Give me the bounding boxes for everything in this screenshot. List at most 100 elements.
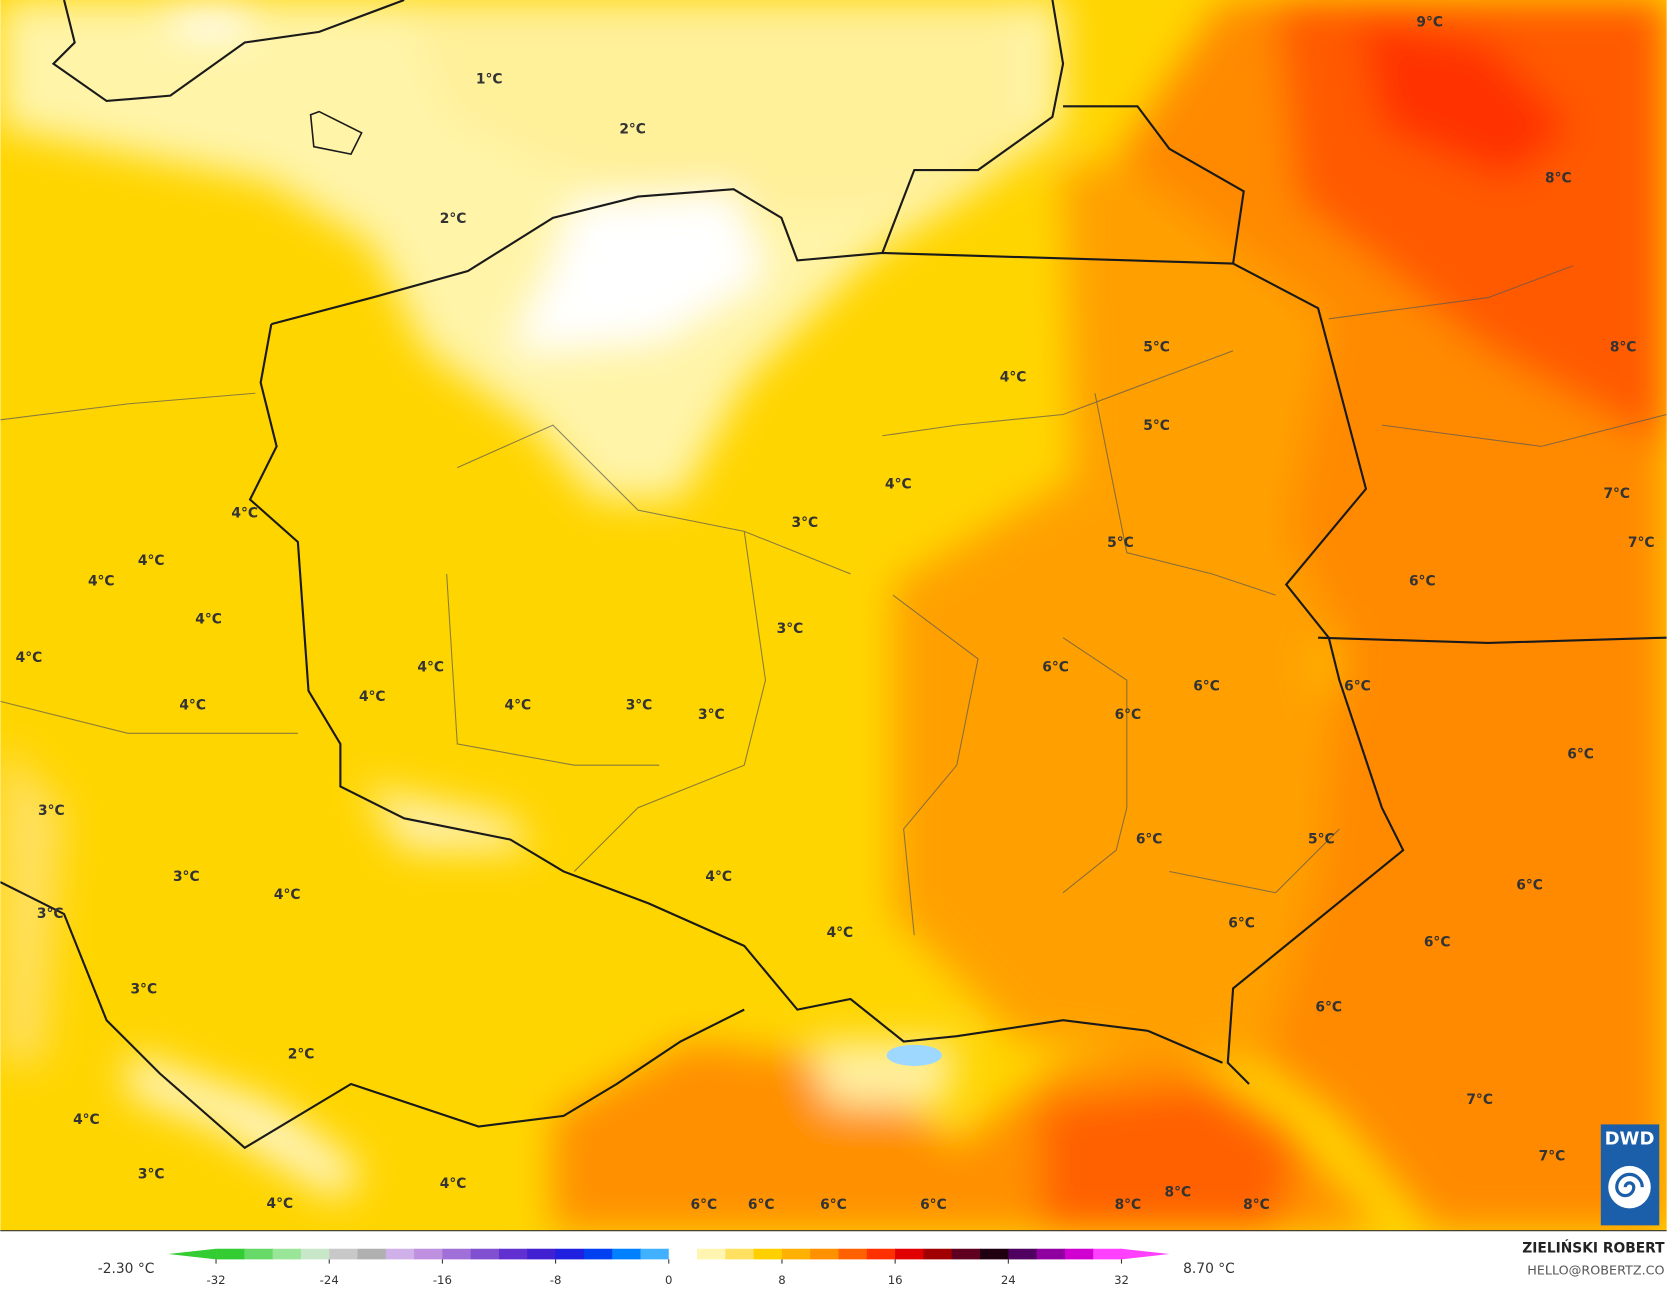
temperature-label: 6°C: [691, 1197, 718, 1213]
temperature-label: 4°C: [179, 698, 206, 714]
temperature-label: 4°C: [705, 869, 732, 885]
temperature-label: 4°C: [1000, 369, 1027, 385]
temperature-label: 4°C: [138, 553, 165, 569]
temperature-label: 2°C: [440, 211, 467, 227]
colorbar-segment: [668, 1248, 698, 1260]
colorbar-segment: [555, 1248, 585, 1260]
temperature-label: 7°C: [1539, 1148, 1566, 1164]
colorbar-segment: [866, 1248, 896, 1260]
colorbar-tick-label: 8: [778, 1273, 785, 1287]
temperature-label: 3°C: [791, 515, 818, 531]
colorbar-segment: [895, 1248, 924, 1260]
temperature-label: 3°C: [626, 698, 653, 714]
colorbar-segment: [640, 1248, 670, 1260]
temperature-label: 1°C: [476, 72, 503, 88]
colorbar-end: [168, 1248, 217, 1260]
temperature-label: 3°C: [173, 869, 200, 885]
temperature-label: 6°C: [820, 1197, 847, 1213]
colorbar-segment: [753, 1248, 783, 1260]
colorbar-segment: [470, 1248, 500, 1260]
temperature-label: 6°C: [1516, 877, 1543, 893]
temperature-label: 5°C: [1143, 340, 1170, 356]
temperature-label: 5°C: [1143, 418, 1170, 434]
colorbar-segment: [300, 1248, 330, 1260]
temperature-label: 4°C: [359, 689, 386, 705]
temperature-label: 3°C: [37, 906, 64, 922]
temperature-label: 6°C: [1409, 573, 1436, 589]
temperature-label: 4°C: [88, 573, 115, 589]
colorbar-segment: [725, 1248, 755, 1260]
temperature-label: 3°C: [138, 1166, 165, 1182]
colorbar-segment: [216, 1248, 245, 1260]
temperature-label: 8°C: [1165, 1184, 1192, 1200]
temperature-label: 5°C: [1107, 535, 1134, 551]
temperature-label: 6°C: [1344, 679, 1371, 695]
temperature-label: 6°C: [1567, 747, 1594, 763]
coast-land: [309, 110, 363, 156]
colorbar-tick-label: 16: [888, 1273, 903, 1287]
temperature-label: 6°C: [1042, 659, 1069, 675]
temperature-label: 7°C: [1466, 1092, 1493, 1108]
temperature-label: 6°C: [1136, 832, 1163, 848]
colorbar: -2.30 °C 8.70 °C -32 -24 -16 -8 0 8 16 24 32: [98, 1248, 1235, 1287]
colorbar-segment: [414, 1248, 443, 1260]
temperature-label: 6°C: [1315, 999, 1342, 1015]
temperature-label: 6°C: [1424, 935, 1451, 951]
temperature-label: 7°C: [1603, 486, 1630, 502]
colorbar-segment: [329, 1248, 359, 1260]
temperature-label: 4°C: [440, 1176, 467, 1192]
borders: [0, 0, 1667, 1150]
temperature-label: 6°C: [920, 1197, 947, 1213]
logo-text: DWD: [1605, 1128, 1655, 1149]
colorbar-segment: [1093, 1248, 1123, 1260]
temperature-label: 4°C: [505, 698, 532, 714]
temperature-label: 8°C: [1545, 171, 1572, 187]
colorbar-segment: [527, 1248, 557, 1260]
temperature-label: 6°C: [1193, 679, 1220, 695]
temperature-label: 3°C: [777, 621, 804, 637]
temperature-label: 4°C: [266, 1196, 293, 1212]
temperature-label: 9°C: [1416, 14, 1443, 30]
colorbar-segment: [923, 1248, 953, 1260]
temperature-label: 3°C: [698, 707, 725, 723]
temperature-field: 1°C 2°C 2°C 5°C 4°C 5°C 4°C 3°C 5°C 4°C 4°C 4°C 4°C 4…: [0, 0, 1667, 1231]
colorbar-tick-label: -8: [550, 1273, 562, 1287]
colorbar-tick-label: -16: [433, 1273, 452, 1287]
temperature-label: 8°C: [1610, 340, 1637, 356]
temperature-label: 4°C: [16, 650, 43, 666]
temperature-label: 8°C: [1243, 1197, 1270, 1213]
temperature-label: 4°C: [195, 612, 222, 628]
colorbar-segment: [838, 1248, 868, 1260]
temperature-label: 2°C: [619, 122, 646, 138]
temperature-label: 4°C: [827, 925, 854, 941]
colorbar-segment: [442, 1248, 472, 1260]
temperature-label: 8°C: [1115, 1197, 1142, 1213]
credit-email: HELLO@ROBERTZ.CO: [1527, 1264, 1664, 1279]
colorbar-tick-label: 0: [665, 1273, 672, 1287]
temperature-labels: 1°C 2°C 2°C 5°C 4°C 5°C 4°C 3°C 5°C 4°C 4°C 4°C 4°C 4…: [16, 14, 1655, 1213]
credit-name: ZIELIŃSKI ROBERT: [1522, 1240, 1665, 1257]
temperature-label: 4°C: [274, 887, 301, 903]
colorbar-segment: [951, 1248, 981, 1260]
colorbar-segment: [1008, 1248, 1038, 1260]
colorbar-tick-label: 24: [1001, 1273, 1016, 1287]
colorbar-segment: [583, 1248, 613, 1260]
colorbar-segment: [980, 1248, 1009, 1260]
colorbar-segment: [612, 1248, 642, 1260]
colorbar-segment: [697, 1248, 726, 1260]
colorbar-segment: [1036, 1248, 1066, 1260]
colorbar-end: [1121, 1248, 1170, 1260]
temperature-label: 3°C: [130, 981, 157, 997]
temperature-label: 6°C: [1228, 916, 1255, 932]
temperature-label: 3°C: [38, 803, 65, 819]
colorbar-segment: [357, 1248, 387, 1260]
colorbar-max-label: 8.70 °C: [1183, 1261, 1235, 1277]
temperature-label: 6°C: [748, 1197, 775, 1213]
colorbar-tick-label: 32: [1114, 1273, 1129, 1287]
temperature-label: 6°C: [1115, 707, 1142, 723]
colorbar-segment: [1064, 1248, 1094, 1260]
temperature-label: 4°C: [231, 505, 258, 521]
colorbar-segment: [272, 1248, 302, 1260]
